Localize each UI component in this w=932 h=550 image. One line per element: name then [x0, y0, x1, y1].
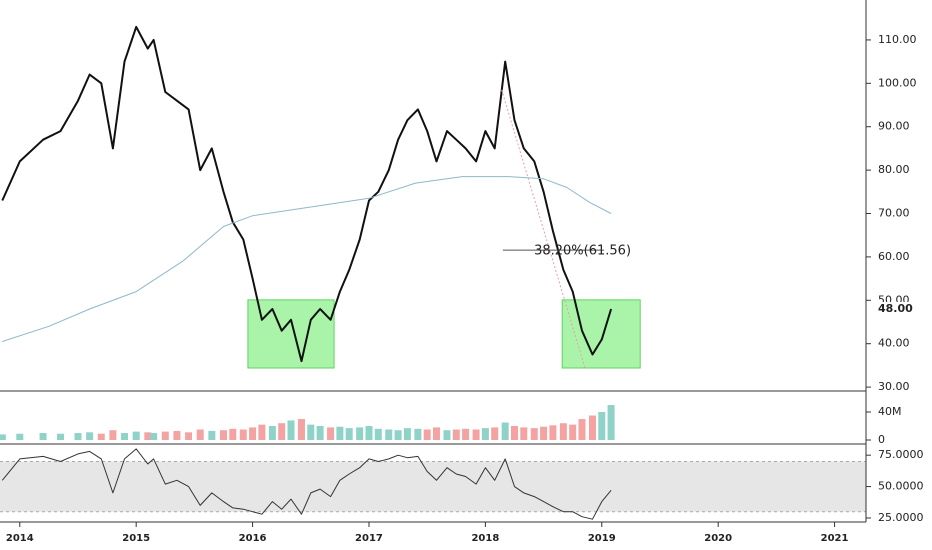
volume-bar [403, 428, 411, 441]
volume-bar [530, 428, 538, 441]
y-tick-label: 40M [878, 405, 902, 418]
volume-bar [144, 432, 152, 441]
volume-bar [278, 423, 286, 441]
y-tick-label: 25.0000 [878, 511, 924, 524]
volume-bar [249, 427, 257, 441]
volume-bar [161, 431, 169, 441]
volume-bar [336, 426, 344, 441]
volume-bar [39, 433, 47, 441]
volume-bar [578, 419, 586, 441]
volume-bar [481, 428, 489, 441]
y-tick-label: 70.00 [878, 207, 910, 220]
volume-bar [423, 429, 431, 441]
price-line [1, 25, 613, 363]
volume-bar [327, 427, 335, 441]
y-tick-label: 60.00 [878, 250, 910, 263]
volume-bar [208, 430, 216, 441]
volume-bar [394, 430, 402, 441]
volume-bar [229, 428, 237, 441]
y-tick-label: 90.00 [878, 120, 910, 133]
volume-bar [356, 427, 364, 441]
y-tick-label: 75.0000 [878, 448, 924, 461]
last-price-label: 48.00 [878, 302, 913, 315]
volume-bar [57, 433, 65, 441]
highlight-box [247, 299, 335, 369]
volume-bar [452, 429, 460, 441]
y-tick-label: 80.00 [878, 163, 910, 176]
volume-bar [501, 422, 509, 441]
x-tick-label: 2021 [821, 533, 849, 544]
x-tick-label: 2019 [588, 533, 616, 544]
volume-bar [607, 405, 615, 441]
volume-bar [414, 428, 422, 441]
volume-bar [287, 420, 295, 441]
volume-bar [196, 429, 204, 441]
volume-bar [268, 426, 276, 441]
volume-bar [121, 433, 129, 441]
x-tick-label: 2020 [704, 533, 732, 544]
volume-bar [472, 429, 480, 441]
volume-bar [16, 433, 24, 441]
volume-bar [185, 432, 193, 441]
volume-bar [549, 425, 557, 441]
volume-bar [0, 434, 6, 441]
volume-bar [520, 427, 528, 441]
volume-bar [86, 432, 94, 441]
y-tick-label: 40.00 [878, 337, 910, 350]
fib-label: 38.20%(61.56) [534, 244, 631, 259]
volume-bar [150, 433, 158, 441]
volume-bar [97, 433, 105, 441]
volume-bar [540, 426, 548, 441]
volume-bar [491, 427, 499, 441]
volume-bar [307, 424, 315, 441]
volume-bar [258, 424, 266, 441]
volume-bar [510, 426, 518, 441]
highlight-box [561, 299, 641, 369]
volume-bar [297, 419, 305, 441]
volume-bar [569, 424, 577, 441]
moving-average [2, 176, 612, 342]
volume-bar [345, 428, 353, 441]
volume-bar [559, 423, 567, 441]
y-tick-label: 100.00 [878, 76, 917, 89]
x-tick-label: 2017 [355, 533, 383, 544]
y-tick-label: 110.00 [878, 33, 917, 46]
volume-bar [598, 412, 606, 441]
volume-bar [443, 430, 451, 441]
volume-bar [219, 430, 227, 441]
volume-bar [374, 428, 382, 441]
volume-bar [588, 415, 596, 441]
x-tick-label: 2016 [239, 533, 267, 544]
y-tick-label: 0 [878, 433, 885, 446]
x-tick-label: 2018 [471, 533, 499, 544]
volume-bar [316, 426, 324, 441]
rsi-line [1, 448, 612, 520]
volume-bar [74, 433, 82, 441]
y-tick-label: 30.00 [878, 380, 910, 393]
rsi-band [0, 461, 866, 512]
volume-bar [432, 427, 440, 441]
y-tick-label: 50.0000 [878, 480, 924, 493]
volume-bar [173, 430, 181, 441]
volume-bar [365, 426, 373, 441]
x-tick-label: 2015 [122, 533, 150, 544]
trendline [501, 89, 586, 370]
volume-bar [109, 430, 117, 441]
volume-bar [385, 429, 393, 441]
x-tick-label: 2014 [6, 533, 34, 544]
volume-bar [462, 428, 470, 441]
volume-bar [239, 429, 247, 441]
volume-bar [132, 431, 140, 441]
last-price-bg [872, 301, 922, 316]
